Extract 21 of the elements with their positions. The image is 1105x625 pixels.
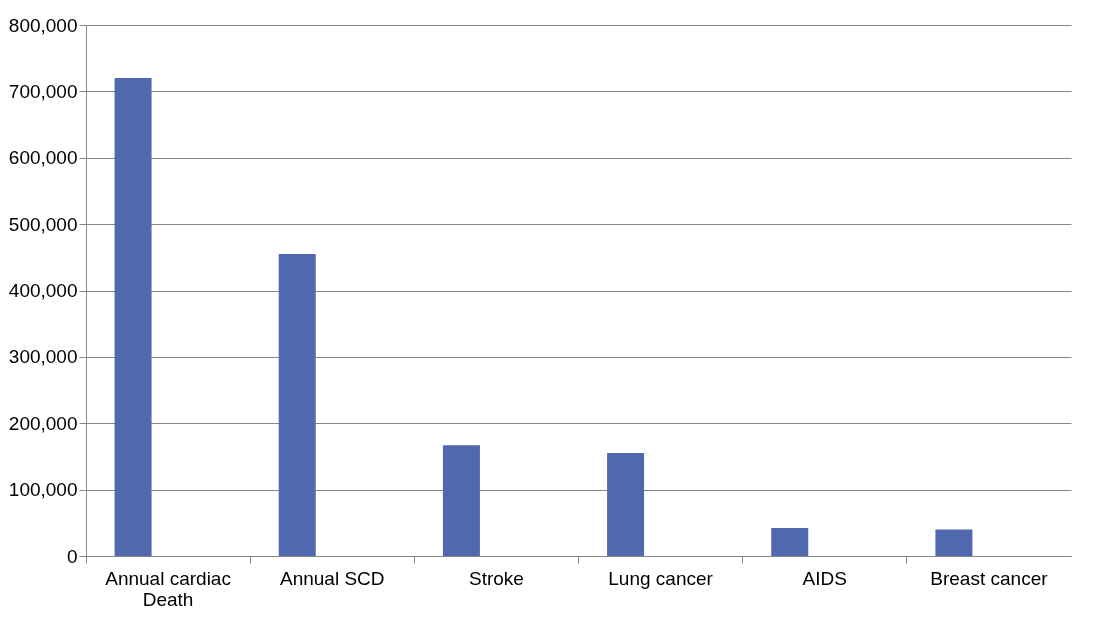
y-tick-label: 500,000: [8, 213, 78, 235]
y-tick-label: 700,000: [8, 80, 78, 102]
y-tick-label: 100,000: [8, 479, 78, 501]
y-tick-label: 600,000: [8, 147, 78, 169]
x-tick-label: Breast cancer: [930, 567, 1049, 589]
bar: [771, 528, 809, 556]
y-tick-label: 0: [66, 545, 78, 567]
bar: [607, 453, 645, 556]
x-tick-label: Stroke: [468, 567, 524, 589]
y-tick-label: 800,000: [8, 14, 78, 36]
bar: [278, 253, 316, 556]
bar: [935, 529, 973, 556]
bar: [442, 445, 480, 556]
y-tick-label: 200,000: [8, 412, 78, 434]
x-tick-label: Lung cancer: [608, 567, 714, 589]
y-tick-label: 300,000: [8, 346, 78, 368]
x-tick-label: AIDS: [802, 567, 847, 589]
bar: [114, 78, 152, 556]
y-tick-label: 400,000: [8, 280, 78, 301]
x-tick-label: Annual cardiac Death: [105, 567, 231, 610]
x-tick-label: Annual SCD: [279, 567, 385, 589]
